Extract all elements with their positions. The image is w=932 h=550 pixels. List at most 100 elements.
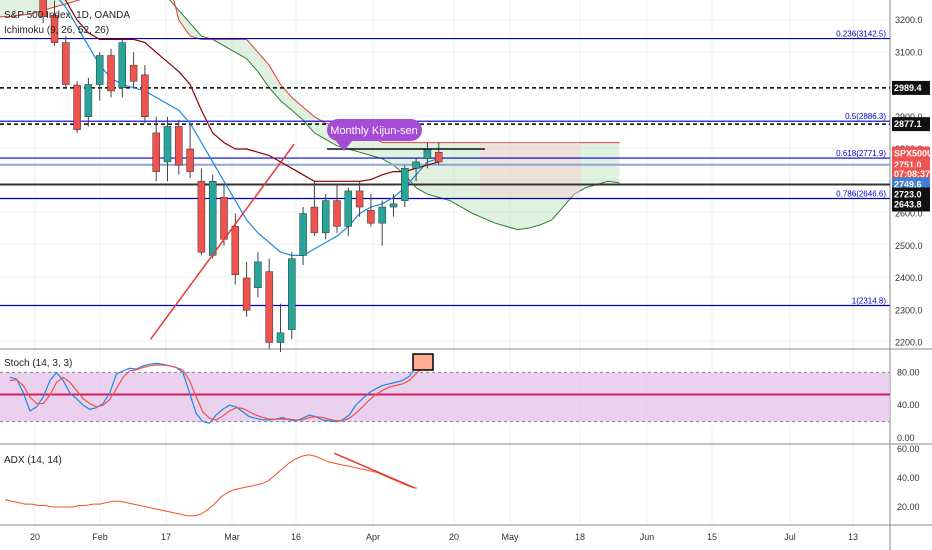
adx-pane[interactable] [4,452,417,517]
forward-cloud-tint [480,142,580,198]
candle [62,36,70,88]
candle [107,49,115,98]
stoch-k-line [9,362,423,424]
support-trendline [149,143,295,340]
candle-body [412,161,420,169]
candle-body [378,206,386,224]
time-tick-label: Jun [640,532,655,542]
fib-level-label: 0.786(2646.6) [836,189,886,198]
time-tick-label: 17 [161,532,171,542]
candle-body [367,210,375,224]
candle-body [310,206,319,234]
adx-divergence-line [334,452,416,489]
price-tick-label: 3100.0 [895,47,923,57]
price-pane[interactable]: 0.236(3142.5) 0.5(2886.3) 0.618(2771.9) 0.7… [0,0,890,353]
candle [118,39,127,98]
candle-body [129,64,138,82]
price-label: SPX500USD [892,146,932,161]
price-label-text: 2989.4 [894,83,922,93]
price-label-box [892,146,930,161]
candle-body [242,277,251,311]
adx-tick-label: 40.00 [897,473,920,483]
candle [163,116,172,182]
price-label-text: 2749.6 [894,179,922,189]
stoch-tick-label: 0.00 [897,433,915,443]
price-label-text: 2751.0 [894,160,922,170]
candle-body [265,271,273,343]
candle-body [299,213,307,256]
candle [186,123,194,179]
candle-body [84,84,93,117]
price-tick-label: 2400.0 [895,273,923,283]
tenkan-sen-line [58,0,439,256]
price-label: 2877.1 [892,117,930,132]
time-tick-label: Feb [92,532,108,542]
price-tick-label: 2500.0 [895,241,923,251]
price-label-box [892,117,930,132]
candle-body [288,258,296,330]
stochastic-pane[interactable] [0,353,890,424]
price-label: 2989.4 [892,80,930,95]
candle [208,174,217,259]
candle [288,252,296,340]
adx-line [4,454,417,517]
stoch-highlight-box [412,353,434,371]
time-tick-label: 16 [291,532,301,542]
candle-body [344,190,353,227]
price-label-box [892,80,930,95]
candle [401,165,409,208]
price-tick-label: 2300.0 [895,305,923,315]
symbol-title: S&P 500 Index, 1D, OANDA [4,10,130,21]
ichimoku-cloud-fill [0,0,620,230]
price-label-text: 2723.0 [894,189,922,199]
price-tick-label: 2900.0 [895,112,923,122]
stoch-tick-label: 80.00 [897,367,920,377]
candle-body [401,168,409,201]
callout-pointer [336,141,352,151]
kijun-sen-line [64,0,439,182]
stoch-d-line [9,364,423,422]
candle [378,200,386,246]
candle [242,261,251,317]
stoch-band [0,372,890,422]
candle-body [118,42,127,88]
time-tick-label: 15 [707,532,717,542]
fib-level-label: 1(2314.8) [852,296,887,305]
candle-body [276,332,285,343]
candle-body [321,200,330,234]
senkou-span-a-line [169,0,620,231]
price-labels: 2989.4 2877.1 SPX500USD2751.007:08:372749.… [892,80,932,212]
price-label-text: 2877.1 [894,119,922,129]
candle-body [39,0,47,18]
senkou-span-b-line [0,0,620,144]
candle [84,78,93,127]
time-tick-label: 13 [848,532,858,542]
candle-body [333,200,341,227]
candle [152,116,160,182]
adx-tick-label: 20.00 [897,502,920,512]
candle [141,65,149,124]
price-tick-label: 2600.0 [895,209,923,219]
candle [389,194,398,217]
candle [344,187,353,237]
time-tick-label: 18 [575,532,585,542]
time-tick-label: Mar [224,532,240,542]
candle-body [389,203,398,208]
candle [310,181,319,237]
callout-text: Monthly Kijun-sen [330,125,417,137]
price-label-box [892,197,930,212]
price-label: 2643.8 [892,197,930,212]
time-tick-label: Jul [784,532,796,542]
candle-body [197,181,206,253]
candle [321,194,330,240]
adx-legend: ADX (14, 14) [4,455,62,466]
candle-body [254,261,262,288]
candle [412,158,420,182]
candle [367,194,375,227]
candle-body [152,132,160,172]
candle-body [423,148,432,159]
candle [231,213,240,285]
time-tick-label: 20 [449,532,459,542]
